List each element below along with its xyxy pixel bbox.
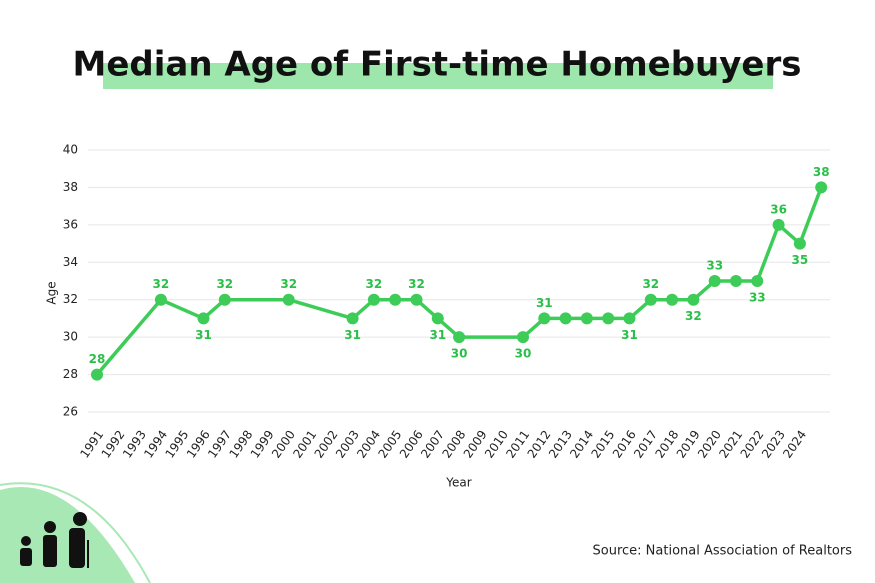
point (431, 312, 444, 325)
y-tick-label: 28 (63, 367, 78, 381)
point (687, 293, 700, 306)
line-segment (798, 185, 823, 246)
x-axis-label: Year (445, 476, 471, 490)
value-label: 28 (89, 352, 106, 366)
point (751, 275, 764, 287)
value-label: 32 (642, 277, 659, 291)
value-label: 31 (195, 328, 212, 342)
point (410, 293, 423, 306)
point (815, 181, 828, 194)
line-segment (95, 297, 163, 377)
point (708, 275, 721, 287)
point (580, 312, 593, 325)
value-label: 32 (280, 277, 297, 291)
value-label: 31 (621, 328, 638, 342)
value-label: 32 (408, 277, 425, 291)
value-label: 38 (813, 165, 830, 179)
point (453, 331, 466, 344)
point (559, 312, 572, 325)
value-label: 30 (515, 347, 532, 361)
line-segment (286, 297, 355, 321)
illustration (0, 482, 151, 583)
line-segment (755, 223, 781, 283)
value-label: 32 (216, 277, 233, 291)
point (772, 218, 785, 231)
value-label: 31 (429, 328, 446, 342)
point (730, 275, 742, 287)
y-tick-label: 34 (63, 255, 78, 269)
point (666, 293, 679, 306)
point (197, 312, 210, 325)
y-tick-label: 36 (63, 217, 78, 231)
point (538, 312, 551, 325)
point (282, 293, 295, 306)
y-tick-label: 40 (63, 143, 78, 157)
value-label: 33 (749, 291, 766, 305)
point (218, 293, 231, 306)
y-tick-label: 38 (63, 180, 78, 194)
point (644, 293, 657, 306)
x-tick-label: 2024 (780, 428, 809, 461)
y-tick-label: 30 (63, 330, 78, 344)
point (346, 312, 359, 325)
point (793, 237, 806, 250)
point (389, 293, 402, 306)
value-label: 31 (344, 328, 361, 342)
point (367, 293, 380, 306)
value-label: 32 (685, 309, 702, 323)
chart-title: Median Age of First-time Homebuyers (73, 45, 802, 85)
y-tick-label: 26 (63, 405, 78, 419)
point (154, 293, 167, 306)
source: Source: National Association of Realtors (593, 544, 853, 559)
y-tick-label: 32 (63, 292, 78, 306)
y-axis-label: Age (45, 281, 59, 304)
point (602, 312, 615, 325)
line-segment (159, 297, 206, 321)
title-highlight (103, 63, 773, 89)
value-label: 32 (366, 277, 383, 291)
value-label: 36 (770, 202, 787, 216)
point (623, 312, 636, 325)
value-label: 35 (792, 253, 809, 267)
value-label: 30 (451, 347, 468, 361)
value-label: 33 (706, 259, 723, 273)
point (517, 331, 529, 344)
value-label: 32 (153, 277, 170, 291)
point (91, 368, 103, 381)
value-label: 31 (536, 296, 553, 310)
